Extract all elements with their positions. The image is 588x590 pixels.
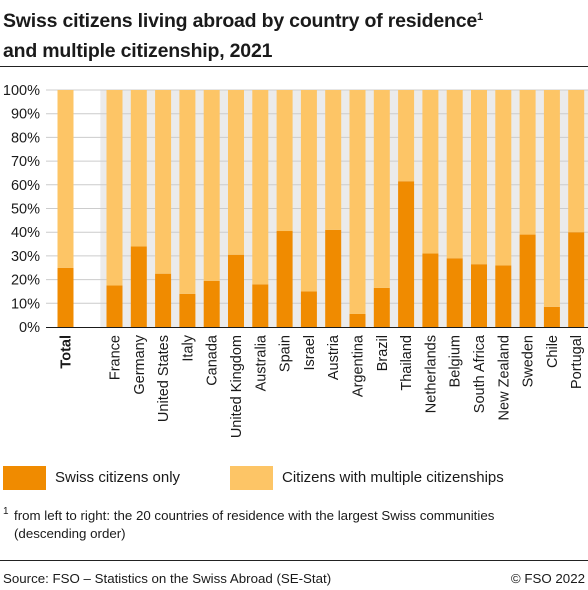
bar-segment-multiple [57, 90, 74, 268]
x-tick-label: Sweden [521, 335, 537, 387]
copyright-note: © FSO 2022 [510, 571, 585, 586]
x-tick-label: Netherlands [423, 335, 439, 413]
bar-segment-multiple [446, 90, 463, 259]
chart-title-line1: Swiss citizens living abroad by country … [3, 10, 477, 32]
bar-segment-multiple [179, 90, 196, 294]
source-note: Source: FSO – Statistics on the Swiss Ab… [3, 571, 332, 586]
bar-segment-multiple [325, 90, 342, 230]
x-tick-label: Chile [545, 335, 561, 368]
bar-segment-multiple [130, 90, 147, 247]
bar-segment-swiss-only [130, 246, 147, 327]
title-footnote-marker: 1 [477, 11, 483, 23]
legend-label-swiss-only: Swiss citizens only [55, 469, 181, 486]
footnote-marker: 1 [3, 506, 9, 517]
x-tick-label: Thailand [399, 335, 415, 391]
x-tick-label: Spain [278, 335, 294, 372]
bar-segment-multiple [495, 90, 512, 266]
bar-segment-swiss-only [373, 287, 390, 327]
y-tick-label: 20% [11, 273, 40, 289]
bar-segment-swiss-only [228, 254, 244, 327]
x-tick-label: South Africa [472, 334, 488, 413]
bar-segment-multiple [300, 90, 317, 292]
y-tick-label: 80% [11, 130, 40, 146]
x-tick-label: Canada [205, 334, 221, 386]
legend-swatch-swiss-only [3, 466, 46, 490]
x-tick-label: Argentina [351, 334, 367, 397]
x-tick-label: New Zealand [496, 335, 512, 420]
bar-segment-swiss-only [349, 313, 366, 327]
x-tick-label: Portugal [569, 335, 585, 389]
bar-segment-multiple [203, 90, 220, 281]
footer-divider [0, 560, 588, 561]
x-tick-label: France [108, 335, 124, 380]
bar-segment-swiss-only [495, 265, 512, 327]
bar-segment-multiple [543, 90, 560, 307]
bar-segment-multiple [155, 90, 172, 274]
bar-segment-multiple [398, 90, 415, 182]
y-tick-label: 90% [11, 107, 40, 123]
x-tick-label: United Kingdom [229, 335, 245, 438]
bar-segment-multiple [349, 90, 366, 314]
bar-segment-multiple [422, 90, 439, 254]
title-divider [0, 66, 588, 67]
y-tick-label: 70% [11, 154, 40, 170]
bar-segment-multiple [252, 90, 269, 285]
bar-segment-swiss-only [203, 280, 220, 327]
y-tick-label: 100% [3, 83, 40, 99]
x-tick-label: Italy [180, 334, 196, 361]
y-tick-label: 10% [11, 296, 40, 312]
y-tick-label: 40% [11, 225, 40, 241]
x-tick-label: Belgium [448, 335, 464, 387]
stacked-bar-chart: 0% 10% 20% 30% 40% 50% 60% 70% 80% 90% 100% Total Fr… [3, 83, 588, 438]
bar-segment-swiss-only [155, 273, 172, 327]
bar-segment-swiss-only [471, 264, 487, 327]
y-tick-label: 0% [19, 320, 40, 336]
bar-segment-multiple [373, 90, 390, 288]
bar-segment-swiss-only [568, 232, 585, 327]
bar-segment-swiss-only [543, 306, 560, 327]
legend-label-multiple: Citizens with multiple citizenships [282, 469, 504, 486]
y-tick-label: 50% [11, 202, 40, 218]
bar-segment-swiss-only [300, 291, 317, 327]
bar-segment-multiple [519, 90, 536, 235]
x-tick-label: Austria [326, 334, 342, 380]
x-tick-label: Germany [132, 334, 148, 394]
bar-segment-swiss-only [422, 253, 439, 327]
legend-swatch-multiple [230, 466, 273, 490]
x-tick-label: Brazil [375, 335, 391, 371]
bar-segment-swiss-only [106, 285, 123, 327]
bar-segment-multiple [276, 90, 293, 232]
bar-segment-multiple [228, 90, 244, 255]
bar-segment-swiss-only [179, 293, 196, 327]
bar-segment-multiple [568, 90, 585, 233]
bar-segment-multiple [106, 90, 123, 286]
bar-segment-swiss-only [446, 258, 463, 327]
bar-segment-swiss-only [252, 284, 269, 327]
x-tick-label: Total [59, 335, 75, 369]
footnote-text: from left to right: the 20 countries of … [14, 508, 495, 541]
bar-segment-swiss-only [276, 231, 293, 327]
y-tick-label: 30% [11, 249, 40, 265]
bar-segment-multiple [471, 90, 487, 265]
y-tick-label: 60% [11, 178, 40, 194]
x-tick-label: Israel [302, 335, 318, 370]
x-tick-label: United States [156, 335, 172, 422]
chart-title-line2: and multiple citizenship, 2021 [3, 40, 273, 62]
bar-segment-swiss-only [325, 229, 342, 327]
bar-segment-swiss-only [57, 267, 74, 327]
chart-title: Swiss citizens living abroad by country … [3, 2, 583, 66]
x-tick-label: Australia [253, 334, 269, 391]
bar-segment-swiss-only [398, 181, 415, 327]
bar-segment-swiss-only [519, 234, 536, 327]
